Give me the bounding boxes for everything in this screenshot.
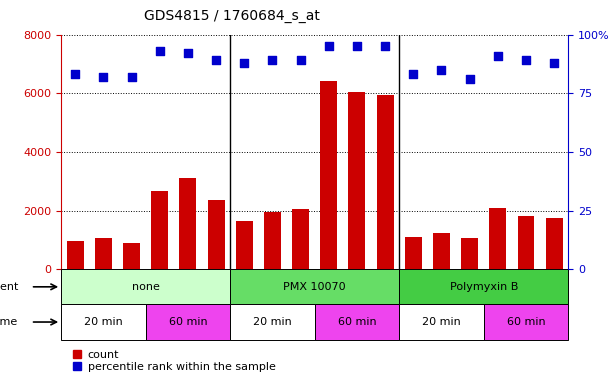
Text: Polymyxin B: Polymyxin B (450, 282, 518, 292)
Bar (230, 269, 399, 305)
Point (465, 76, 475, 82)
Point (521, 57, 531, 63)
Bar (123, 243, 140, 269)
Bar (95, 238, 112, 269)
Point (352, 43, 362, 50)
Bar (61, 305, 145, 339)
Legend: count, percentile rank within the sample: count, percentile rank within the sample (67, 345, 280, 376)
Bar (230, 305, 315, 339)
Text: 60 min: 60 min (507, 317, 545, 327)
Text: GDS4815 / 1760684_s_at: GDS4815 / 1760684_s_at (144, 9, 320, 23)
Bar (461, 238, 478, 269)
Bar (292, 209, 309, 269)
Point (98, 74, 108, 80)
Point (380, 43, 390, 50)
Bar (399, 305, 484, 339)
Text: 20 min: 20 min (422, 317, 461, 327)
Point (436, 67, 446, 73)
Text: agent: agent (0, 282, 18, 292)
Bar (405, 237, 422, 269)
Bar (208, 200, 224, 269)
Point (155, 48, 164, 54)
Text: 20 min: 20 min (253, 317, 292, 327)
Bar (484, 305, 568, 339)
Bar (320, 81, 337, 269)
Text: 60 min: 60 min (169, 317, 207, 327)
Bar (264, 212, 281, 269)
Bar (376, 95, 393, 269)
Bar (433, 233, 450, 269)
Point (296, 57, 306, 63)
Point (240, 60, 249, 66)
Bar (67, 242, 84, 269)
Point (183, 50, 193, 56)
Bar (489, 208, 507, 269)
Text: time: time (0, 317, 18, 327)
Point (408, 71, 418, 78)
Bar (399, 269, 568, 305)
Point (493, 53, 503, 59)
Point (268, 57, 277, 63)
Bar (236, 221, 253, 269)
Bar (61, 269, 230, 305)
Point (126, 74, 136, 80)
Bar (152, 192, 168, 269)
Text: 60 min: 60 min (338, 317, 376, 327)
Point (549, 60, 559, 66)
Text: none: none (132, 282, 159, 292)
Point (324, 43, 334, 50)
Bar (180, 178, 196, 269)
Point (211, 57, 221, 63)
Bar (546, 218, 563, 269)
Bar (348, 92, 365, 269)
Bar (518, 217, 535, 269)
Text: 20 min: 20 min (84, 317, 123, 327)
Point (70, 71, 80, 78)
Text: PMX 10070: PMX 10070 (284, 282, 346, 292)
Bar (145, 305, 230, 339)
Bar (315, 305, 399, 339)
